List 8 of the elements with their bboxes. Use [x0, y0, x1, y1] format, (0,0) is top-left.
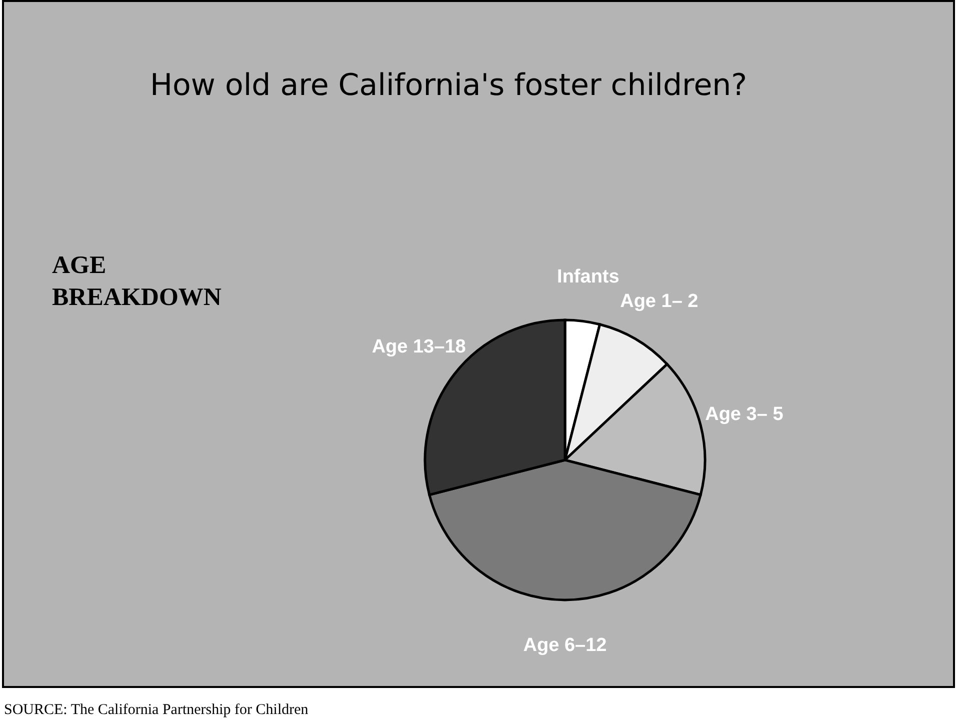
- text: AGE BREAKDOWN: [52, 251, 222, 313]
- slice-label: Age 6–12: [523, 635, 607, 656]
- slice-label: Age 13–18: [372, 336, 466, 358]
- slice-label: Age 3– 5: [705, 404, 784, 425]
- chart-title: How old are California's foster children?: [150, 68, 748, 103]
- slice-label: Age 1– 2: [620, 290, 698, 312]
- slice-label: Infants: [557, 266, 620, 288]
- source-note: SOURCE: The California Partnership for Children: [4, 702, 308, 719]
